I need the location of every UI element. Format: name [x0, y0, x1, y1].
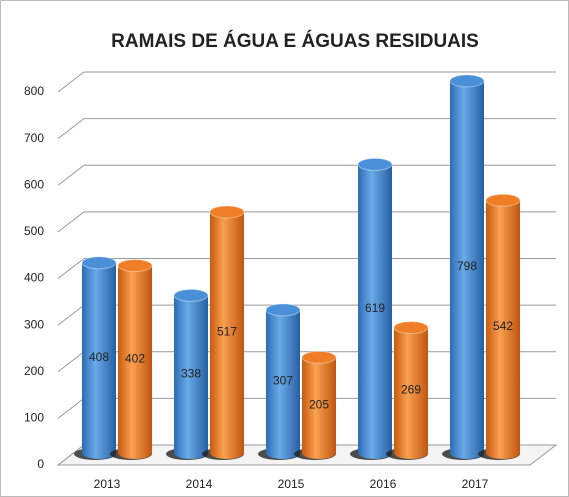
grid-line: [57, 71, 556, 93]
bar: [486, 200, 520, 460]
bar-top: [301, 350, 337, 364]
grid-line: [57, 211, 556, 233]
data-label: 619: [365, 301, 385, 315]
x-tick-label: 2014: [186, 477, 213, 491]
data-label: 402: [125, 351, 145, 365]
bar: [118, 265, 152, 459]
y-tick-label: 400: [24, 271, 44, 285]
y-tick-label: 700: [24, 131, 44, 145]
grid-line: [57, 164, 556, 186]
bar-top: [357, 157, 393, 171]
y-tick-label: 200: [24, 364, 44, 378]
data-label: 542: [493, 319, 513, 333]
bar: [210, 211, 244, 459]
x-tick-label: 2015: [278, 477, 305, 491]
bar: [82, 262, 116, 459]
y-tick-label: 800: [24, 84, 44, 98]
bar-top: [117, 259, 153, 273]
bar-top: [81, 256, 117, 270]
x-tick-label: 2013: [94, 477, 121, 491]
bar: [450, 80, 484, 460]
bar: [394, 327, 428, 459]
data-label: 269: [401, 382, 421, 396]
data-label: 338: [181, 366, 201, 380]
bar: [174, 295, 208, 459]
bar-top: [173, 288, 209, 302]
bar-top: [393, 321, 429, 335]
x-tick-label: 2016: [370, 477, 397, 491]
bar-top: [485, 193, 521, 207]
y-tick-label: 500: [24, 224, 44, 238]
y-tick-label: 100: [24, 411, 44, 425]
bar-top: [265, 303, 301, 317]
bar-top: [209, 205, 245, 219]
bar: [266, 309, 300, 459]
data-label: 798: [457, 259, 477, 273]
y-tick-label: 0: [37, 457, 44, 471]
chart-title: RAMAIS DE ÁGUA E ÁGUAS RESIDUAIS: [111, 30, 479, 52]
bar: [358, 164, 392, 460]
bar: [302, 357, 336, 459]
data-label: 307: [273, 374, 293, 388]
grid-line: [57, 118, 556, 140]
grid-line: [57, 258, 556, 279]
bar-top: [449, 74, 485, 88]
data-label: 205: [309, 397, 329, 411]
y-tick-label: 300: [24, 317, 44, 331]
y-tick-label: 600: [24, 177, 44, 191]
x-tick-label: 2017: [462, 477, 489, 491]
data-label: 408: [89, 350, 109, 364]
data-label: 517: [217, 325, 237, 339]
